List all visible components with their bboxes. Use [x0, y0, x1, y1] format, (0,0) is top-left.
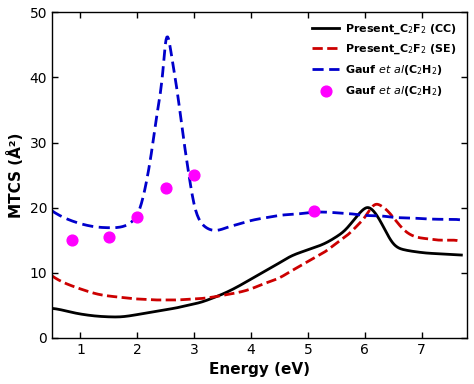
Present_C$_2$F$_2$ (CC) [458, 253, 464, 257]
Present_C$_2$F$_2$ (SE) [247, 287, 253, 291]
Legend: Present_C$_2$F$_2$ (CC), Present_C$_2$F$_2$ (SE), Gauf $\it{et}$ $\it{al}$(C$_2$: Present_C$_2$F$_2$ (CC), Present_C$_2$F$… [307, 18, 462, 102]
Gauf $\it{et}$ $\it{al}$(C$_2$H$_2$) [165, 35, 171, 39]
Present_C$_2$F$_2$ (CC) [386, 235, 392, 240]
Present_C$_2$F$_2$ (SE) [293, 266, 299, 270]
Gauf $\it{et}$ $\it{al}$(C$_2$H$_2$) [386, 215, 392, 219]
Present_C$_2$F$_2$ (SE) [49, 273, 55, 278]
Gauf $\it{et}$ $\it{al}$(C$_2$H$_2$) [248, 218, 254, 223]
Present_C$_2$F$_2$ (CC) [49, 306, 55, 311]
Gauf $\it{et}$ $\it{al}$(C$_2$H$_2$) [294, 212, 300, 216]
Gauf $\it{et}$ $\it{al}$(C$_2$H$_2$) [245, 219, 251, 223]
Gauf $\it{et}$ $\it{al}$(C$_2$H$_2$) [49, 209, 55, 213]
Present_C$_2$F$_2$ (CC) [293, 252, 299, 256]
Present_C$_2$F$_2$ (CC) [245, 279, 250, 283]
Gauf $\it{et}$ $\it{al}$(C$_2$H$_2$) [191, 172, 198, 178]
Present_C$_2$F$_2$ (SE) [386, 210, 392, 215]
Present_C$_2$F$_2$ (CC) [272, 263, 277, 268]
Gauf $\it{et}$ $\it{al}$(C$_2$H$_2$) [310, 208, 317, 214]
Line: Present_C$_2$F$_2$ (SE): Present_C$_2$F$_2$ (SE) [52, 204, 461, 300]
Present_C$_2$F$_2$ (SE) [155, 298, 161, 302]
Present_C$_2$F$_2$ (CC) [365, 205, 371, 210]
Gauf $\it{et}$ $\it{al}$(C$_2$H$_2$) [105, 234, 113, 240]
Present_C$_2$F$_2$ (SE) [458, 239, 464, 244]
Present_C$_2$F$_2$ (CC) [450, 252, 456, 257]
Present_C$_2$F$_2$ (SE) [374, 202, 380, 207]
Gauf $\it{et}$ $\it{al}$(C$_2$H$_2$) [458, 218, 464, 222]
Gauf $\it{et}$ $\it{al}$(C$_2$H$_2$) [450, 217, 456, 222]
Present_C$_2$F$_2$ (SE) [245, 288, 250, 292]
Present_C$_2$F$_2$ (SE) [272, 278, 277, 282]
Gauf $\it{et}$ $\it{al}$(C$_2$H$_2$) [162, 185, 170, 191]
Line: Present_C$_2$F$_2$ (CC): Present_C$_2$F$_2$ (CC) [52, 208, 461, 317]
Gauf $\it{et}$ $\it{al}$(C$_2$H$_2$) [212, 228, 218, 233]
Line: Gauf $\it{et}$ $\it{al}$(C$_2$H$_2$): Gauf $\it{et}$ $\it{al}$(C$_2$H$_2$) [52, 37, 461, 230]
Gauf $\it{et}$ $\it{al}$(C$_2$H$_2$) [272, 214, 278, 218]
Present_C$_2$F$_2$ (SE) [450, 238, 456, 242]
Gauf $\it{et}$ $\it{al}$(C$_2$H$_2$) [68, 237, 76, 243]
Present_C$_2$F$_2$ (CC) [247, 278, 253, 282]
Present_C$_2$F$_2$ (CC) [112, 314, 118, 319]
Gauf $\it{et}$ $\it{al}$(C$_2$H$_2$) [134, 214, 141, 220]
X-axis label: Energy (eV): Energy (eV) [209, 362, 310, 377]
Y-axis label: MTCS (Å²): MTCS (Å²) [7, 132, 24, 218]
